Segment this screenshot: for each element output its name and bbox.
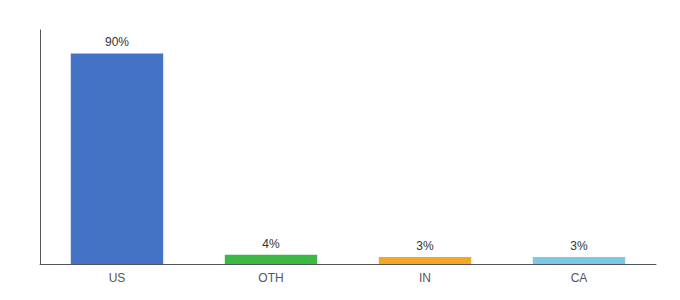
svg-text:3%: 3%: [570, 239, 588, 253]
svg-text:OTH: OTH: [258, 271, 283, 285]
svg-text:CA: CA: [571, 271, 588, 285]
svg-text:90%: 90%: [105, 35, 129, 49]
svg-text:IN: IN: [419, 271, 431, 285]
svg-text:3%: 3%: [416, 239, 434, 253]
svg-text:4%: 4%: [262, 237, 280, 251]
svg-text:US: US: [109, 271, 126, 285]
